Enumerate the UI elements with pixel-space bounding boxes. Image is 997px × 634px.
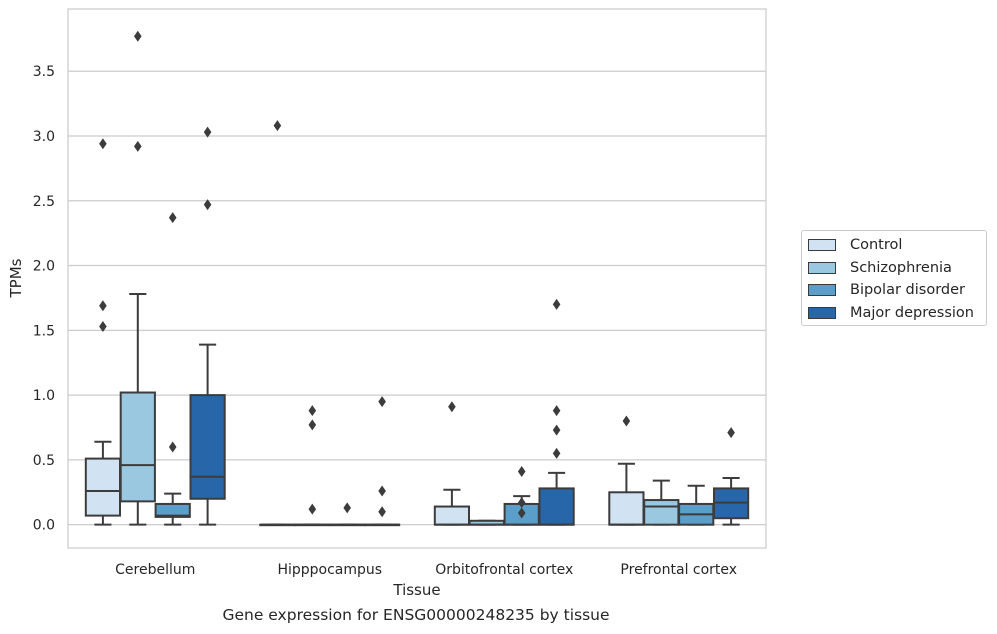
y-tick-label: 1.5: [33, 323, 55, 339]
box-0-2: [154, 212, 191, 526]
legend-label: Control: [850, 237, 903, 253]
legend-label: Bipolar disorder: [850, 282, 965, 298]
box-3-2: [678, 484, 715, 526]
y-tick-label: 0.5: [33, 453, 55, 469]
boxes: [84, 30, 750, 527]
legend-swatch: [808, 239, 836, 251]
outlier-point: [727, 427, 735, 439]
outlier-point: [517, 507, 526, 519]
outlier-point: [378, 506, 386, 518]
box-body: [608, 491, 645, 526]
legend-item: Control: [808, 235, 902, 255]
box-body: [538, 487, 575, 526]
x-axis-title: Tissue: [392, 581, 440, 599]
tick-labels: 0.0 0.5 1.0 1.5 2.0 2.5 3.0 3.5 Cerebellum Hipppo…: [33, 64, 737, 578]
outlier-point: [343, 502, 351, 514]
box-1-3: [363, 396, 401, 527]
box-3-3: [712, 427, 750, 526]
x-tick-label: Cerebellum: [115, 562, 195, 578]
outlier-point: [448, 401, 456, 413]
plot-frame: [67, 8, 767, 549]
outlier-point: [552, 298, 561, 310]
box-3-1: [643, 479, 680, 526]
outlier-point: [378, 485, 386, 497]
box-1-1: [294, 405, 331, 527]
legend-swatch: [808, 261, 836, 274]
legend-swatch: [808, 284, 836, 296]
box-body: [84, 457, 122, 517]
box-body: [119, 391, 156, 503]
box-1-2: [329, 502, 366, 527]
box-body: [189, 394, 226, 500]
box-body: [643, 499, 680, 526]
box-0-1: [119, 30, 156, 526]
legend-label: Schizophrenia: [850, 259, 952, 276]
outlier-point: [308, 503, 317, 515]
outlier-point: [168, 441, 177, 453]
y-tick-label: 2.0: [33, 259, 55, 275]
outlier-point: [99, 320, 107, 332]
box-0-0: [84, 138, 122, 526]
box-2-2: [503, 466, 540, 526]
outlier-point: [517, 466, 526, 478]
box-2-1: [468, 519, 505, 526]
y-tick-label: 2.5: [33, 194, 55, 210]
legend-label: Major depression: [850, 304, 974, 321]
y-tick-label: 3.0: [33, 129, 55, 145]
outlier-point: [517, 497, 526, 509]
legend-item: Schizophrenia: [808, 258, 952, 278]
gridlines: [68, 70, 766, 526]
outlier-point: [134, 30, 142, 42]
x-tick-label: Orbitofrontal cortex: [435, 562, 573, 578]
outlier-point: [134, 140, 142, 152]
box-body: [154, 502, 191, 518]
figure-caption: Gene expression for ENSG00000248235 by t…: [222, 606, 610, 624]
box-2-3: [538, 298, 575, 526]
outlier-point: [552, 405, 561, 417]
x-tick-label: Hipppocampus: [277, 562, 382, 578]
box-0-3: [189, 126, 226, 526]
box-3-0: [608, 415, 645, 526]
legend-item: Major depression: [808, 303, 974, 323]
outlier-point: [168, 212, 177, 224]
outlier-point: [622, 415, 631, 427]
box-1-0: [259, 120, 296, 527]
box-2-0: [433, 401, 471, 526]
legend: Control Schizophrenia Bipolar disorder Majo…: [801, 230, 987, 326]
outlier-point: [308, 419, 317, 431]
outlier-point: [99, 300, 107, 312]
y-tick-label: 0.0: [33, 518, 55, 534]
outlier-point: [273, 120, 282, 132]
outlier-point: [203, 199, 212, 211]
outlier-point: [203, 126, 212, 138]
outlier-point: [99, 138, 107, 150]
y-tick-label: 1.0: [33, 388, 55, 404]
outlier-point: [378, 396, 386, 408]
outlier-point: [308, 405, 317, 417]
legend-swatch: [808, 306, 836, 319]
outlier-point: [552, 424, 561, 436]
outlier-point: [552, 447, 561, 459]
y-tick-label: 3.5: [33, 64, 55, 80]
legend-item: Bipolar disorder: [808, 280, 965, 300]
x-tick-label: Prefrontal cortex: [620, 562, 737, 578]
y-axis-title: TPMs: [7, 258, 25, 298]
box-body: [433, 505, 471, 526]
